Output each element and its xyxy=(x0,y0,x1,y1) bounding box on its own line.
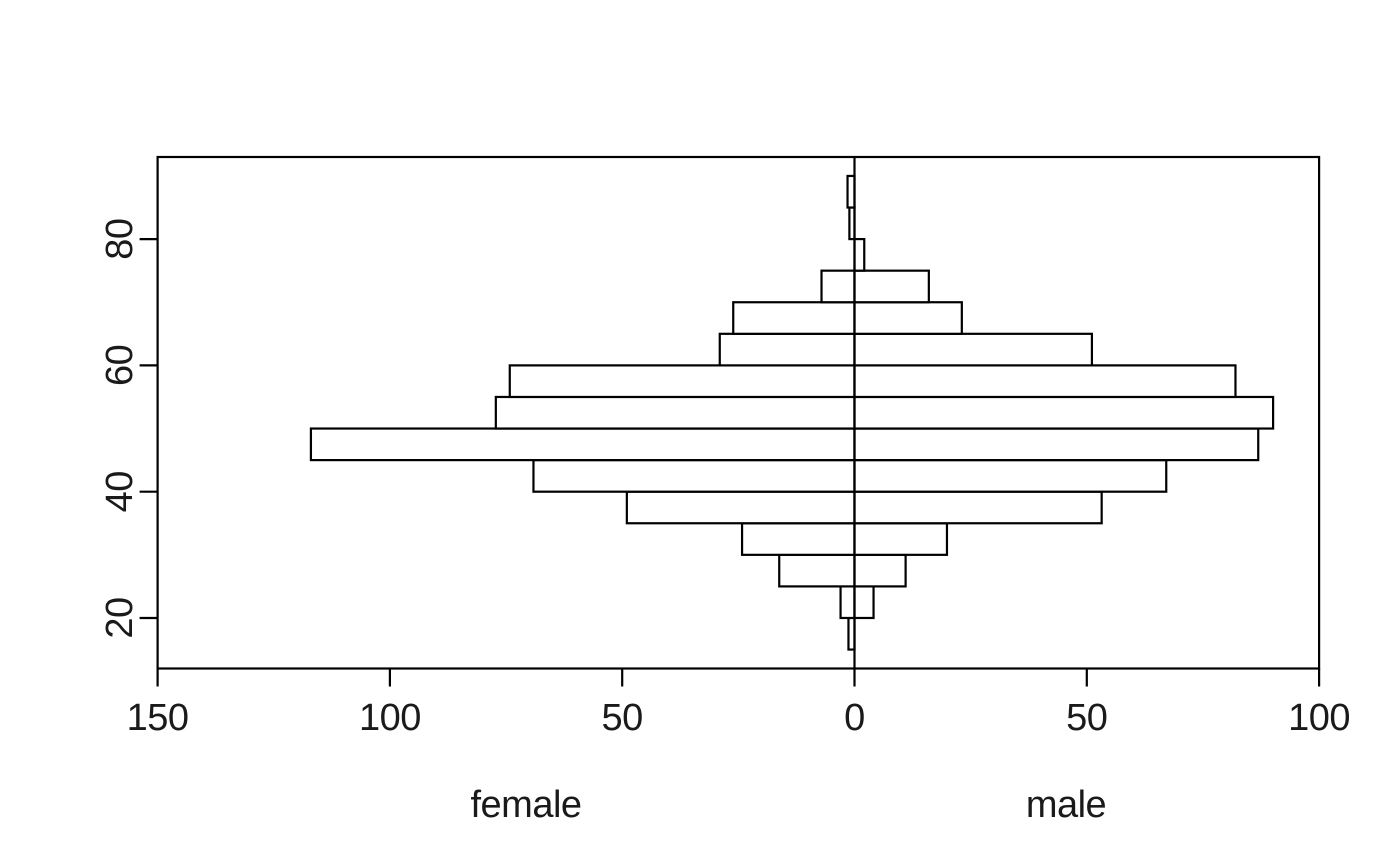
male-bar-50-55 xyxy=(853,395,1275,430)
male-bar-35-40 xyxy=(853,490,1103,525)
male-bar-65-70 xyxy=(853,301,963,335)
female-bar-50-55 xyxy=(494,395,856,430)
y-axis-tick-label-40: 40 xyxy=(99,471,141,512)
female-bar-65-70 xyxy=(732,301,856,335)
y-axis-tick-label-80: 80 xyxy=(99,218,141,259)
male-bar-55-60 xyxy=(853,364,1237,399)
female-bar-60-65 xyxy=(718,332,856,367)
y-axis-tick-label-20: 20 xyxy=(99,597,141,638)
female-axis-label: female xyxy=(470,784,582,826)
x-axis-tick-label-100-1: 100 xyxy=(359,697,421,739)
x-axis-tick-label-50-2: 50 xyxy=(602,697,643,739)
x-axis-tick-label-100-5: 100 xyxy=(1288,697,1350,739)
male-bar-20-25 xyxy=(853,585,875,620)
female-bar-45-50 xyxy=(309,427,856,462)
male-bar-75-80 xyxy=(853,237,866,272)
female-bar-55-60 xyxy=(508,364,856,399)
y-axis-tick-label-60: 60 xyxy=(99,345,141,386)
x-axis-tick-label-50-4: 50 xyxy=(1066,697,1107,739)
male-bar-70-75 xyxy=(853,269,930,304)
male-bar-45-50 xyxy=(853,427,1260,462)
female-bar-20-25 xyxy=(839,585,856,620)
male-axis-label: male xyxy=(1025,784,1107,826)
female-bar-70-75 xyxy=(820,269,856,304)
female-bar-40-45 xyxy=(532,459,856,493)
plot-border xyxy=(156,155,1321,670)
x-axis-tick-label-150-0: 150 xyxy=(127,697,189,739)
male-bar-60-65 xyxy=(853,332,1094,367)
female-bar-35-40 xyxy=(625,490,856,525)
male-bar-25-30 xyxy=(853,553,907,588)
female-bar-25-30 xyxy=(778,553,856,588)
x-axis-tick-label-0-3: 0 xyxy=(844,697,865,739)
male-bar-40-45 xyxy=(853,459,1168,493)
male-bar-30-35 xyxy=(853,522,949,556)
female-bar-30-35 xyxy=(740,522,856,556)
